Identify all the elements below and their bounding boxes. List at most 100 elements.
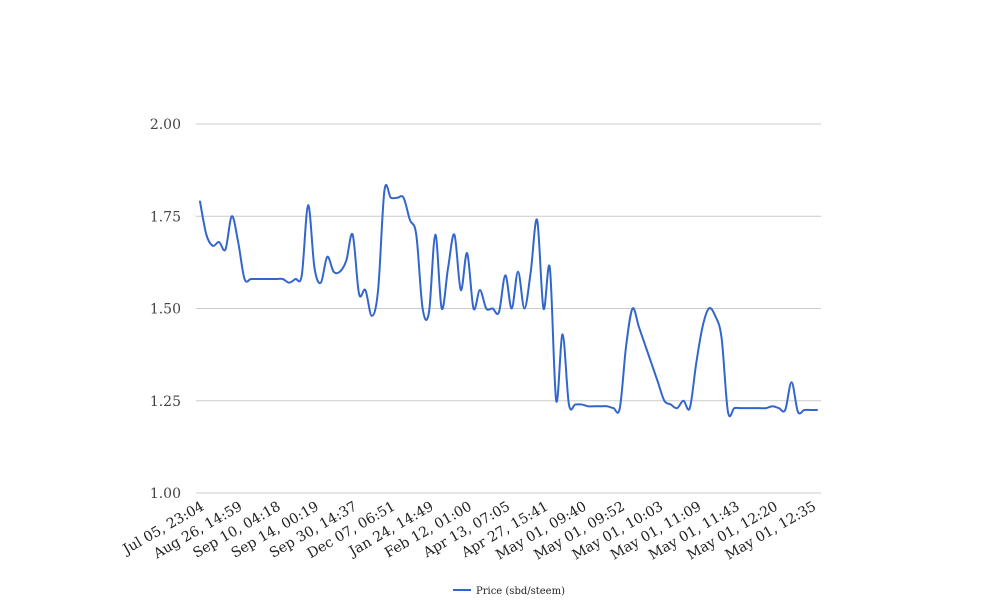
data-point xyxy=(464,250,470,256)
data-point xyxy=(483,306,489,312)
data-point xyxy=(318,280,324,286)
data-point xyxy=(210,243,216,249)
data-point xyxy=(782,407,788,413)
data-point xyxy=(222,246,228,252)
series-line xyxy=(199,183,818,418)
data-point xyxy=(763,405,769,411)
data-point xyxy=(814,407,820,413)
data-point xyxy=(604,403,610,409)
data-point xyxy=(337,269,343,275)
data-point xyxy=(706,306,712,312)
data-point xyxy=(655,379,661,385)
data-point xyxy=(197,198,203,204)
data-point xyxy=(432,232,438,238)
data-point xyxy=(528,269,534,275)
data-point xyxy=(286,280,292,286)
data-point xyxy=(471,306,477,312)
data-point xyxy=(445,265,451,271)
data-point xyxy=(636,324,642,330)
data-point xyxy=(420,306,426,312)
data-point xyxy=(776,405,782,411)
data-point xyxy=(375,287,381,293)
data-point xyxy=(680,398,686,404)
data-point xyxy=(242,276,248,282)
data-point xyxy=(738,405,744,411)
data-point xyxy=(477,287,483,293)
data-point xyxy=(668,401,674,407)
data-point xyxy=(801,407,807,413)
data-point xyxy=(280,276,286,282)
data-point xyxy=(630,306,636,312)
y-tick-label: 1.75 xyxy=(150,209,181,225)
data-point xyxy=(579,401,585,407)
data-point xyxy=(267,276,273,282)
data-point xyxy=(216,239,222,245)
data-point xyxy=(719,335,725,341)
data-point xyxy=(572,401,578,407)
data-point xyxy=(350,232,356,238)
y-tick-label: 1.50 xyxy=(150,302,181,318)
data-point xyxy=(439,306,445,312)
data-point xyxy=(203,232,209,238)
data-point xyxy=(795,409,801,415)
data-point xyxy=(248,276,254,282)
data-point xyxy=(401,195,407,201)
data-point xyxy=(540,306,546,312)
data-point xyxy=(273,276,279,282)
data-point xyxy=(388,195,394,201)
y-axis-ticks: 1.00 1.25 1.50 1.75 2.00 xyxy=(150,117,181,502)
data-point xyxy=(610,405,616,411)
data-point xyxy=(305,202,311,208)
data-point xyxy=(502,272,508,278)
data-point xyxy=(757,405,763,411)
legend: Price (sbd/steem) xyxy=(453,586,565,597)
data-point xyxy=(744,405,750,411)
data-point xyxy=(458,287,464,293)
data-point xyxy=(553,398,559,404)
data-point xyxy=(324,254,330,260)
data-point xyxy=(560,331,566,337)
data-point xyxy=(254,276,260,282)
data-point xyxy=(547,265,553,271)
data-point xyxy=(299,272,305,278)
data-point xyxy=(394,195,400,201)
data-point xyxy=(712,313,718,319)
data-point xyxy=(521,306,527,312)
data-point xyxy=(769,403,775,409)
data-point xyxy=(674,405,680,411)
data-point xyxy=(496,309,502,315)
y-tick-label: 1.00 xyxy=(150,486,181,502)
data-point xyxy=(509,306,515,312)
data-point xyxy=(343,258,349,264)
data-point xyxy=(407,217,413,223)
data-point xyxy=(413,232,419,238)
series-layer xyxy=(197,183,820,418)
data-point xyxy=(362,287,368,293)
data-point xyxy=(534,217,540,223)
data-point xyxy=(623,342,629,348)
data-point xyxy=(381,187,387,193)
data-point xyxy=(311,265,317,271)
data-point xyxy=(750,405,756,411)
y-tick-label: 1.25 xyxy=(150,394,181,410)
data-point xyxy=(591,403,597,409)
data-point xyxy=(687,405,693,411)
data-point xyxy=(515,269,521,275)
data-point xyxy=(490,306,496,312)
data-point xyxy=(229,213,235,219)
data-point xyxy=(292,276,298,282)
data-point xyxy=(369,313,375,319)
data-point xyxy=(725,409,731,415)
data-point xyxy=(693,361,699,367)
data-point xyxy=(331,269,337,275)
legend-label: Price (sbd/steem) xyxy=(476,586,565,597)
y-tick-label: 2.00 xyxy=(150,117,181,133)
data-point xyxy=(598,403,604,409)
data-point xyxy=(649,361,655,367)
grid xyxy=(196,123,821,494)
data-point xyxy=(585,403,591,409)
data-point xyxy=(235,239,241,245)
data-point xyxy=(808,407,814,413)
